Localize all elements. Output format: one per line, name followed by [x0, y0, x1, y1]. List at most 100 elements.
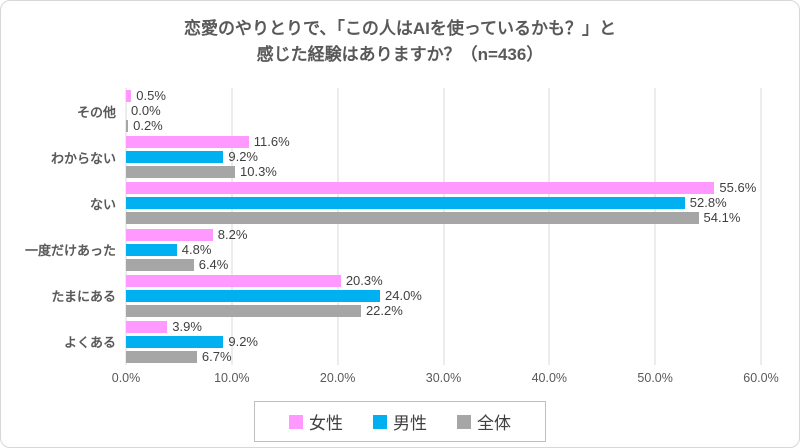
bar-row: 20.3% [126, 272, 761, 288]
bar-女性 [126, 136, 249, 149]
x-tick-label: 50.0% [637, 371, 673, 385]
category-group: その他 0.5% 0.0% 0.2% [1, 88, 761, 134]
bar-row: 6.4% [126, 256, 761, 272]
bar-男性 [126, 289, 380, 302]
value-label: 9.2% [228, 333, 258, 349]
x-tick-label: 20.0% [319, 371, 356, 385]
value-label: 11.6% [253, 134, 290, 150]
legend-label: 男性 [393, 414, 427, 433]
category-bars: 0.5% 0.0% 0.2% [126, 88, 761, 134]
bar-男性 [126, 197, 685, 210]
category-bars: 8.2% 4.8% 6.4% [126, 226, 761, 272]
value-label: 8.2% [217, 226, 248, 242]
plot-region: その他 0.5% 0.0% 0.2% わからない 11.6% 9.2% 10.3% ない 55.6… [1, 88, 762, 365]
bar-groups: その他 0.5% 0.0% 0.2% わからない 11.6% 9.2% 10.3% ない 55.6… [1, 88, 761, 365]
bar-全体 [126, 212, 699, 225]
value-label: 0.0% [131, 103, 161, 119]
bar-row: 3.9% [126, 318, 761, 334]
bar-女性 [126, 320, 168, 333]
gridline-30.0% [443, 88, 444, 365]
value-label: 52.8% [689, 195, 727, 211]
category-group: わからない 11.6% 9.2% 10.3% [1, 134, 761, 180]
x-tick-label: 10.0% [214, 371, 250, 385]
bar-男性 [126, 151, 224, 164]
x-tick-label: 60.0% [743, 371, 779, 385]
legend-item-女性: 女性 [289, 409, 343, 434]
value-label: 54.1% [703, 210, 741, 226]
category-bars: 20.3% 24.0% 22.2% [126, 272, 761, 318]
gridlines [125, 88, 762, 365]
chart-title: 恋愛のやりとりで、「この人はAIを使っているかも？」と 感じた経験はありますか？… [1, 16, 799, 68]
legend-swatch [289, 414, 303, 429]
value-label: 0.5% [136, 88, 166, 104]
value-label: 24.0% [385, 287, 422, 303]
category-group: ない 55.6% 52.8% 54.1% [1, 180, 761, 226]
category-label: たまにある [51, 289, 116, 305]
bar-row: 9.2% [126, 149, 761, 165]
bar-row: 22.2% [126, 302, 761, 318]
value-label: 20.3% [345, 272, 383, 288]
bar-女性 [126, 90, 132, 103]
legend-swatch [373, 414, 387, 429]
value-label: 55.6% [719, 180, 757, 196]
gridline-40.0% [548, 88, 550, 365]
chart-title-line2: 感じた経験はありますか？（n=436） [256, 45, 544, 64]
bar-row: 0.5% [126, 88, 761, 104]
bar-男性 [126, 243, 177, 256]
value-label: 9.2% [228, 149, 258, 165]
legend: 女性 男性 全体 [254, 401, 546, 442]
bar-男性 [126, 335, 224, 348]
legend-item-男性: 男性 [373, 409, 427, 434]
bar-row: 8.2% [126, 226, 761, 242]
bar-row: 54.1% [126, 210, 761, 226]
bar-row: 52.8% [126, 195, 761, 211]
bar-全体 [126, 304, 361, 317]
bar-全体 [126, 120, 129, 133]
gridline-0.0% [125, 88, 127, 365]
gridline-50.0% [654, 88, 656, 365]
category-group: たまにある 20.3% 24.0% 22.2% [1, 273, 761, 319]
bar-row: 55.6% [126, 180, 761, 196]
bar-row: 0.0% [126, 103, 761, 119]
bar-全体 [126, 350, 197, 363]
legend-label: 女性 [309, 414, 343, 433]
bar-row: 0.2% [126, 118, 761, 134]
gridline-60.0% [760, 88, 762, 365]
bar-row: 4.8% [126, 241, 761, 257]
category-label: その他 [76, 104, 116, 120]
category-label: ない [89, 196, 116, 212]
category-bars: 3.9% 9.2% 6.7% [126, 318, 761, 364]
category-group: よくある 3.9% 9.2% 6.7% [1, 319, 761, 365]
x-axis: 0.0% 10.0% 20.0% 30.0% 40.0% 50.0% 60.0% [1, 371, 779, 389]
bar-row: 11.6% [126, 134, 761, 150]
x-tick-label: 30.0% [425, 371, 462, 385]
bar-row: 9.2% [126, 333, 761, 349]
bar-row: 10.3% [126, 164, 761, 180]
gridline-10.0% [231, 88, 233, 365]
category-label: 一度だけあった [24, 243, 116, 259]
legend-label: 全体 [477, 414, 511, 433]
x-axis-ticks: 0.0% 10.0% 20.0% 30.0% 40.0% 50.0% 60.0% [112, 371, 779, 389]
value-label: 22.2% [365, 302, 403, 318]
bar-全体 [126, 258, 194, 271]
legend-wrap: 女性 男性 全体 [1, 401, 799, 442]
category-bars: 55.6% 52.8% 54.1% [126, 180, 761, 226]
bar-row: 6.7% [126, 348, 761, 364]
bar-女性 [126, 274, 341, 287]
value-label: 0.2% [133, 118, 163, 134]
x-tick-label: 0.0% [111, 371, 141, 385]
category-label: わからない [50, 150, 116, 166]
legend-item-全体: 全体 [457, 409, 511, 434]
value-label: 6.4% [198, 256, 229, 272]
category-bars: 11.6% 9.2% 10.3% [126, 134, 761, 180]
value-label: 3.9% [172, 318, 202, 334]
value-label: 4.8% [181, 241, 212, 257]
bar-全体 [126, 166, 235, 179]
legend-swatch [457, 414, 471, 429]
chart-title-line1: 恋愛のやりとりで、「この人はAIを使っているかも？」と [184, 19, 616, 38]
value-label: 10.3% [240, 164, 277, 180]
x-tick-label: 40.0% [531, 371, 568, 385]
category-label: よくある [63, 335, 116, 351]
value-label: 6.7% [201, 348, 232, 364]
